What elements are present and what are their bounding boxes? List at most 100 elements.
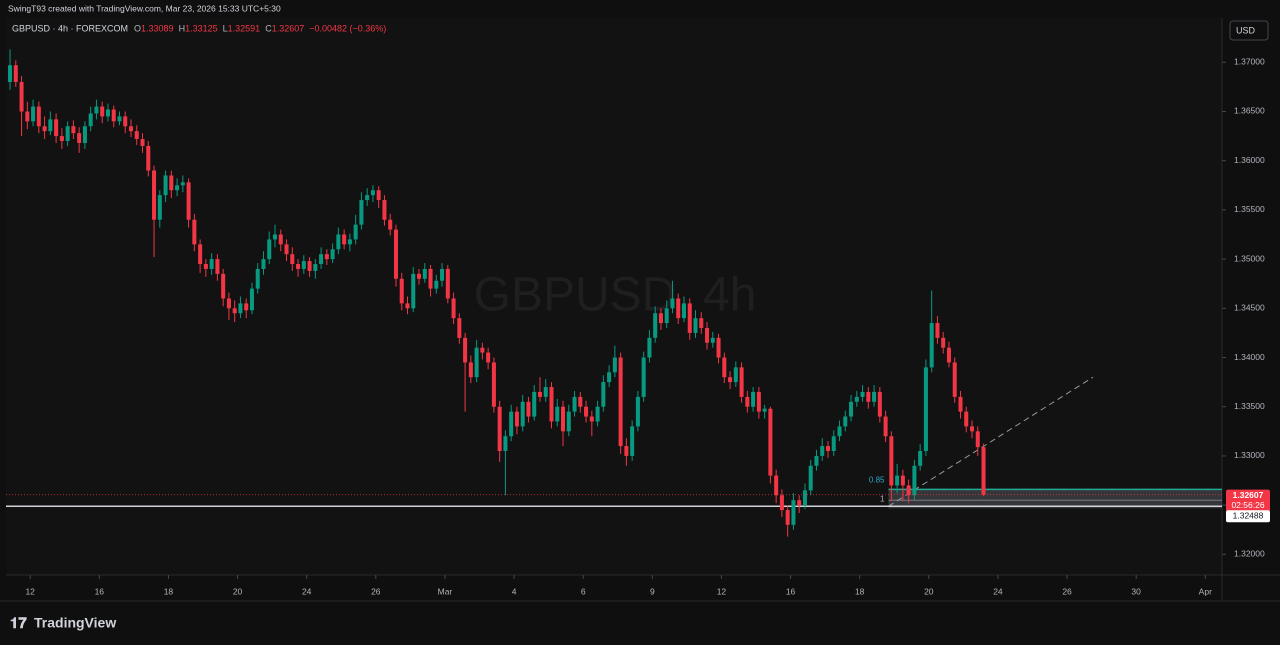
candle-body [163,175,168,196]
candle-body [411,273,416,309]
candle-body [820,446,825,456]
candle-body [238,303,243,314]
candle-body [877,391,882,417]
candle-body [952,362,957,397]
y-tick-label: 1.33000 [1234,450,1265,460]
candle-body [589,416,594,422]
candle-body [48,119,53,132]
legend-key: H [179,23,186,33]
x-tick-label: 16 [786,586,796,596]
candle-body [601,382,606,407]
candle-body [175,185,180,191]
candle-body [359,200,364,225]
candle-body [630,426,635,456]
last-price-label: 1.32607 [1233,490,1264,500]
candle-body [624,446,629,456]
candle-body [509,411,514,437]
legend-value: 1.32607 [272,23,305,33]
candle-body [929,323,934,368]
candle-body [607,372,612,383]
candle-body [146,145,151,171]
x-tick-label: 30 [1131,586,1141,596]
candle-body [370,190,375,196]
candle-body [255,268,260,289]
candle-body [376,190,381,201]
candle-body [71,126,76,134]
candle-body [918,451,923,466]
candle-body [278,234,283,245]
candle-body [883,416,888,437]
candle-body [964,411,969,427]
brand-logo: 𝟏𝟕 [10,615,27,632]
candle-body [249,288,254,311]
candle-body [491,362,496,407]
currency[interactable]: USD [1236,25,1256,35]
candle-body [365,195,370,201]
candle-body [497,406,502,452]
candle-body [849,401,854,417]
candle-body [802,490,807,506]
currency-button[interactable] [1229,20,1269,41]
brand: 𝟏𝟕 TradingView [10,615,116,632]
candle-body [751,391,756,407]
candle-body [88,113,93,127]
candle-body [8,65,13,82]
candle-body [468,362,473,378]
candle-body [969,426,975,432]
candle-body [203,264,208,269]
candle-body [768,408,773,476]
candle-body [13,65,18,82]
y-tick-label: 1.36500 [1234,106,1265,116]
candle-body [981,447,986,495]
fib-label: 0.85 [869,475,885,484]
x-tick-label: 24 [302,586,312,596]
candle-body [797,500,802,506]
candle-body [889,436,894,486]
legend-value: 1.32591 [228,23,261,33]
candle-body [872,391,877,402]
x-tick-label: 12 [25,586,35,596]
candle-body [324,254,329,260]
candle-body [59,136,64,142]
candle-body [19,81,24,112]
watermark: GBPUSD, 4h [474,269,757,322]
candle-body [860,391,865,397]
candle-body [808,465,813,491]
candle-body [382,200,387,220]
candle-body [566,411,571,432]
candle-body [825,446,831,452]
candle-body [111,109,116,122]
candle-body [232,308,237,314]
candle-body [457,318,462,338]
last-price-box [1226,489,1270,512]
candle-body [733,367,738,383]
candle-body [941,337,946,348]
candle-body [353,224,358,240]
candle-body [912,465,917,496]
candle-body [152,170,157,220]
candle-body [958,396,963,412]
candle-body [584,406,589,417]
candle-body [36,106,41,127]
candle-body [543,387,548,397]
candle-body [745,396,750,407]
candle-body [440,268,445,281]
x-tick-label: 20 [233,586,243,596]
candle-body [705,327,710,343]
x-tick-label: 18 [855,586,865,596]
candle-body [209,259,214,269]
candle-body [301,261,306,269]
candle-body [595,406,600,422]
candle-body [756,391,761,412]
candle-body [117,116,122,122]
y-tick-label: 1.34000 [1234,352,1265,362]
candle-body [451,298,456,319]
candle-body [578,396,583,407]
candle-body [514,411,519,427]
candle-body [653,313,658,338]
candle-body [791,500,796,525]
x-tick-label: 16 [95,586,105,596]
x-tick-label: 9 [650,586,655,596]
candle-body [192,219,197,245]
